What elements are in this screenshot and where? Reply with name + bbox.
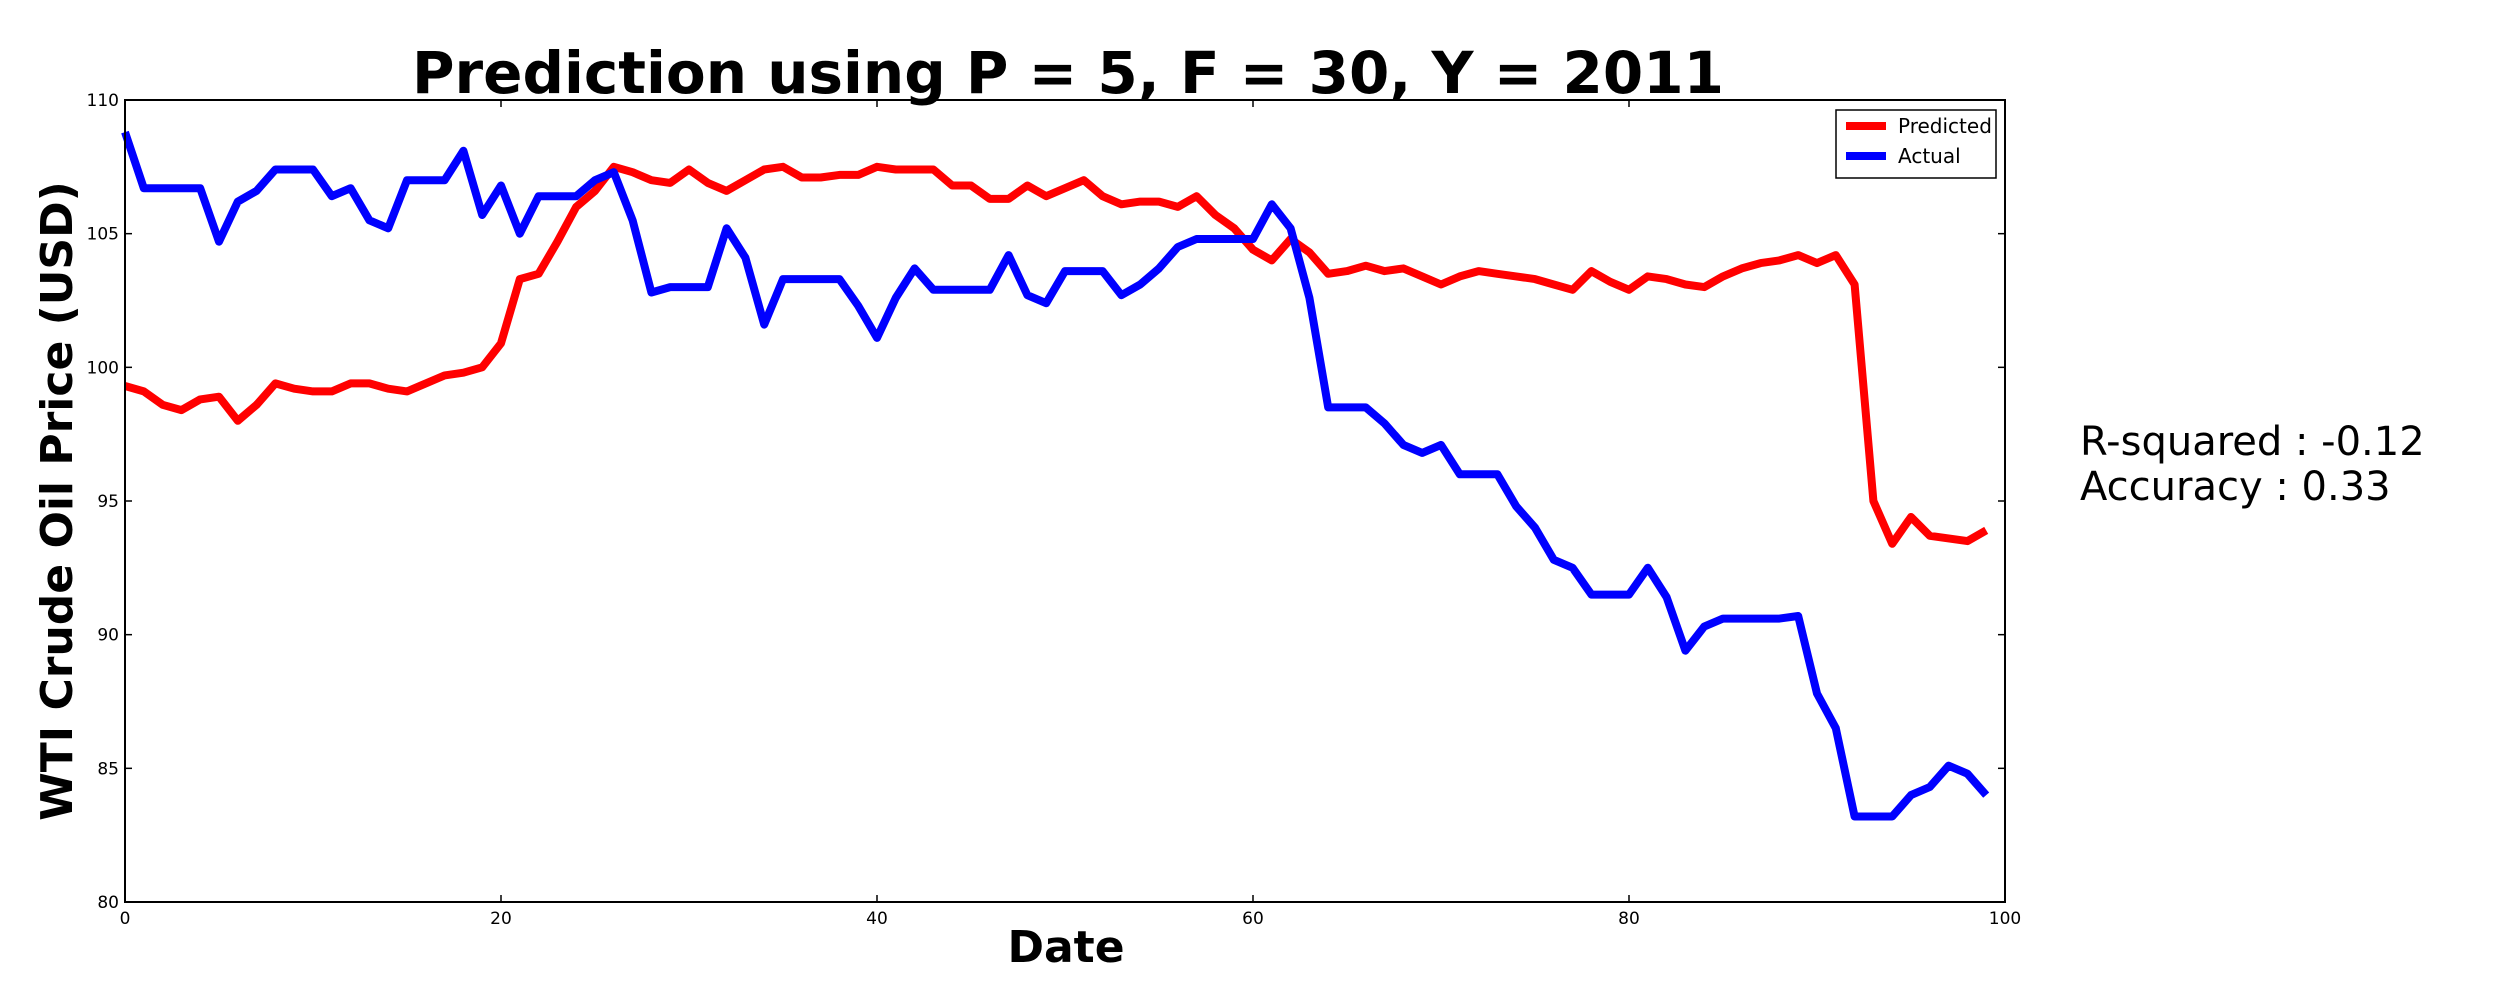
y-tick-label: 85 bbox=[97, 759, 119, 779]
legend-label-actual: Actual bbox=[1898, 144, 1961, 168]
x-tick-label: 40 bbox=[866, 909, 888, 929]
chart-title: Prediction using P = 5, F = 30, Y = 2011 bbox=[412, 39, 1724, 107]
x-tick-label: 0 bbox=[120, 909, 131, 929]
x-axis-label: Date bbox=[1007, 922, 1124, 973]
y-tick-label: 105 bbox=[87, 225, 119, 245]
series-lines bbox=[121, 130, 1990, 821]
x-tick-label: 100 bbox=[1989, 909, 2021, 929]
x-axis-ticks: 0 20 40 60 80 100 bbox=[120, 100, 2021, 929]
y-axis-label: WTI Crude Oil Price (USD) bbox=[32, 181, 83, 821]
series-line-actual bbox=[121, 130, 1990, 821]
y-tick-label: 90 bbox=[97, 626, 119, 646]
plot-area bbox=[121, 99, 2006, 903]
legend-box bbox=[1835, 109, 1997, 179]
y-tick-label: 100 bbox=[87, 358, 119, 378]
legend-label-predicted: Predicted bbox=[1898, 114, 1992, 138]
series-line-predicted bbox=[123, 162, 1989, 548]
y-tick-label: 110 bbox=[87, 91, 119, 111]
y-tick-label: 80 bbox=[97, 893, 119, 913]
legend: Predicted Actual bbox=[1835, 109, 1997, 179]
accuracy-label: Accuracy : 0.33 bbox=[2080, 464, 2391, 510]
x-tick-label: 60 bbox=[1242, 909, 1264, 929]
r-squared-label: R-squared : -0.12 bbox=[2080, 419, 2425, 465]
x-tick-label: 80 bbox=[1618, 909, 1640, 929]
y-tick-label: 95 bbox=[97, 492, 119, 512]
x-tick-label: 20 bbox=[490, 909, 512, 929]
plot-frame bbox=[124, 99, 2006, 903]
y-axis-ticks: 80 85 90 95 100 105 110 bbox=[87, 91, 2005, 913]
